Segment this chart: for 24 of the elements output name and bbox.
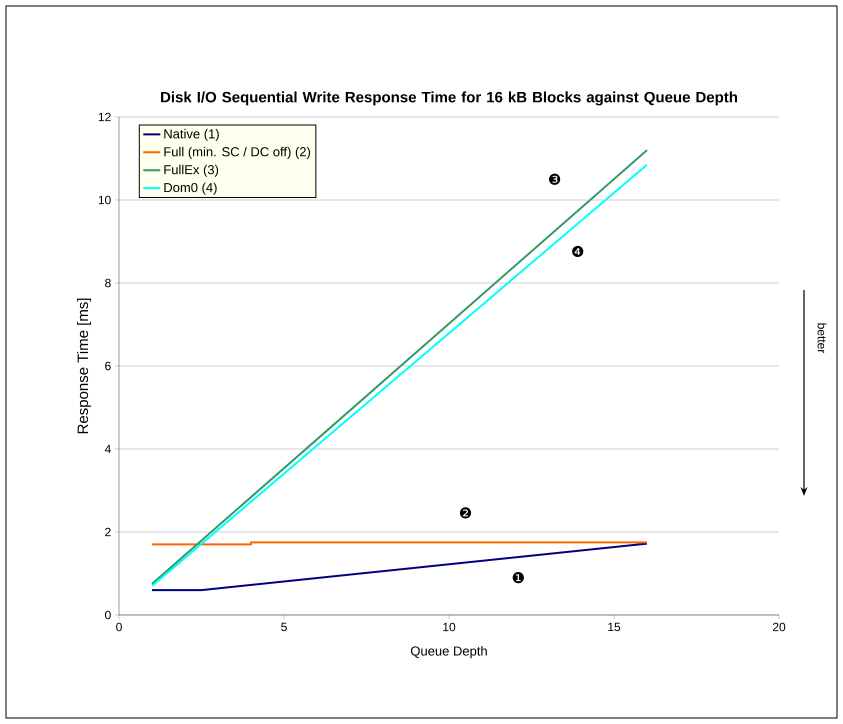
- y-tick-label: 4: [104, 444, 111, 454]
- y-axis-title: Response Time [ms]: [77, 298, 92, 434]
- y-tick-label: 12: [98, 112, 111, 122]
- legend-label: Full (min. SC / DC off) (2): [164, 146, 310, 159]
- y-tick-label: 0: [105, 610, 111, 620]
- y-tick-label: 6: [105, 362, 111, 370]
- x-tick-label: 20: [772, 622, 786, 632]
- x-axis-title: Queue Depth: [410, 646, 487, 658]
- y-tick-label: 2: [105, 528, 111, 536]
- annotation: ❹: [572, 246, 584, 258]
- y-tick-label: 10: [98, 196, 111, 204]
- x-tick-label: 0: [116, 622, 122, 632]
- legend-label: FullEx (3): [164, 164, 218, 177]
- annotation: ❶: [512, 572, 524, 584]
- y-tick-label: 8: [105, 278, 111, 288]
- x-tick-label: 5: [281, 622, 287, 632]
- text: better: [818, 323, 826, 354]
- x-tick-label: 10: [443, 622, 456, 632]
- chart-title: Disk I/O Sequential Write Response Time for 16 kB Blocks against Queue Depth: [161, 91, 738, 106]
- legend-label: Dom0 (4): [164, 182, 217, 195]
- x-tick-label: 15: [608, 622, 620, 632]
- annotation: ❸: [548, 174, 560, 185]
- legend-label: Native (1): [164, 128, 219, 142]
- annotation: ❷: [460, 507, 472, 518]
